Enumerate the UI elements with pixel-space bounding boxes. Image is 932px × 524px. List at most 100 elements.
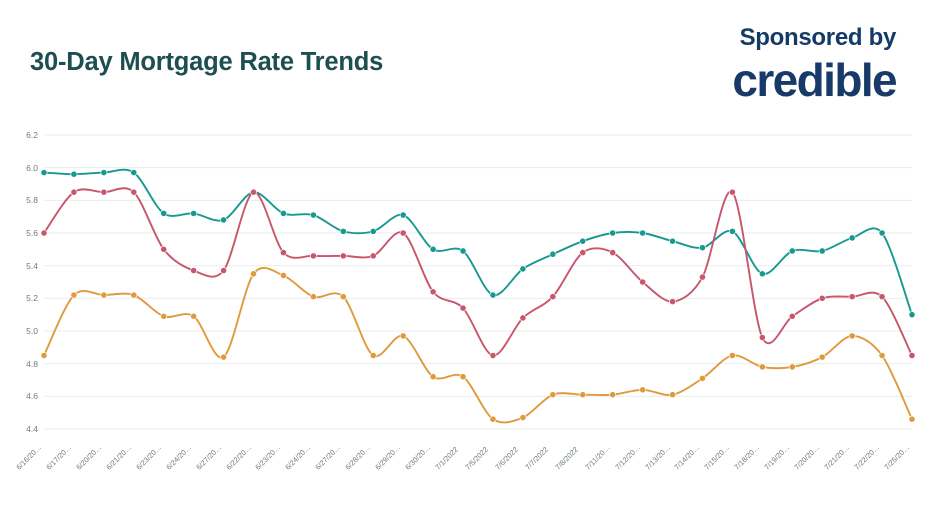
data-point[interactable] bbox=[489, 352, 497, 359]
data-point[interactable] bbox=[459, 304, 467, 312]
data-point[interactable] bbox=[669, 237, 676, 245]
data-point[interactable] bbox=[729, 227, 736, 235]
data-point[interactable] bbox=[70, 291, 78, 299]
data-point[interactable] bbox=[609, 391, 617, 399]
data-point[interactable] bbox=[70, 170, 78, 178]
data-point[interactable] bbox=[250, 270, 257, 278]
data-point[interactable] bbox=[100, 188, 108, 196]
data-point[interactable] bbox=[788, 363, 796, 371]
data-point[interactable] bbox=[130, 291, 138, 299]
data-point[interactable] bbox=[369, 352, 377, 359]
data-point[interactable] bbox=[160, 210, 168, 217]
data-point[interactable] bbox=[40, 229, 48, 237]
data-point[interactable] bbox=[878, 352, 886, 359]
data-point[interactable] bbox=[40, 352, 48, 359]
data-point[interactable] bbox=[878, 229, 886, 237]
data-point[interactable] bbox=[579, 391, 587, 399]
data-point[interactable] bbox=[160, 245, 168, 253]
data-point[interactable] bbox=[280, 210, 287, 217]
data-point[interactable] bbox=[609, 229, 617, 237]
data-point[interactable] bbox=[399, 229, 407, 237]
data-point[interactable] bbox=[309, 252, 317, 260]
data-point[interactable] bbox=[369, 252, 377, 260]
data-point[interactable] bbox=[878, 293, 886, 301]
data-point[interactable] bbox=[339, 227, 347, 235]
data-point[interactable] bbox=[848, 234, 856, 242]
data-point[interactable] bbox=[429, 245, 437, 253]
data-point[interactable] bbox=[788, 247, 796, 255]
data-point[interactable] bbox=[818, 353, 826, 361]
y-axis-tick-label: 5.8 bbox=[26, 195, 38, 206]
data-point[interactable] bbox=[699, 273, 706, 281]
series-line bbox=[43, 266, 913, 424]
data-point[interactable] bbox=[130, 169, 138, 176]
data-point[interactable] bbox=[190, 267, 198, 274]
data-point[interactable] bbox=[309, 293, 317, 301]
data-point[interactable] bbox=[818, 247, 826, 255]
data-point[interactable] bbox=[848, 332, 856, 340]
data-point[interactable] bbox=[758, 334, 766, 341]
x-axis-tick-label: 7/8/2022 bbox=[553, 445, 580, 472]
data-point[interactable] bbox=[549, 293, 557, 301]
data-point[interactable] bbox=[908, 311, 916, 319]
data-point[interactable] bbox=[908, 352, 916, 359]
data-point[interactable] bbox=[399, 332, 407, 340]
data-point[interactable] bbox=[639, 386, 647, 394]
credible-logo: credible bbox=[732, 54, 897, 106]
data-point[interactable] bbox=[519, 414, 527, 421]
data-point[interactable] bbox=[519, 314, 527, 322]
data-point[interactable] bbox=[489, 415, 497, 423]
data-point[interactable] bbox=[669, 391, 676, 399]
data-point[interactable] bbox=[280, 249, 287, 257]
data-point[interactable] bbox=[459, 247, 467, 255]
data-point[interactable] bbox=[729, 188, 736, 196]
data-point[interactable] bbox=[639, 278, 647, 286]
data-point[interactable] bbox=[399, 211, 407, 219]
data-point[interactable] bbox=[549, 391, 557, 399]
data-point[interactable] bbox=[70, 188, 78, 196]
x-axis-tick-label: 6/29/20… bbox=[373, 442, 403, 472]
data-point[interactable] bbox=[309, 211, 317, 219]
data-point[interactable] bbox=[339, 293, 347, 301]
data-point[interactable] bbox=[220, 353, 227, 361]
data-point[interactable] bbox=[699, 374, 706, 382]
data-point[interactable] bbox=[160, 312, 168, 320]
data-point[interactable] bbox=[669, 298, 676, 305]
data-point[interactable] bbox=[250, 188, 257, 196]
x-axis-tick-label: 6/22/20… bbox=[223, 442, 253, 472]
data-point[interactable] bbox=[699, 244, 706, 252]
data-point[interactable] bbox=[609, 249, 617, 257]
data-point[interactable] bbox=[429, 288, 437, 296]
x-axis-tick-label: 7/12/20… bbox=[612, 442, 642, 472]
data-point[interactable] bbox=[369, 227, 377, 235]
data-point[interactable] bbox=[429, 373, 437, 381]
data-point[interactable] bbox=[130, 188, 138, 196]
data-point[interactable] bbox=[579, 249, 587, 257]
data-point[interactable] bbox=[639, 229, 647, 237]
data-point[interactable] bbox=[220, 267, 227, 274]
data-point[interactable] bbox=[220, 216, 227, 224]
data-point[interactable] bbox=[579, 237, 587, 245]
data-point[interactable] bbox=[459, 373, 467, 381]
data-point[interactable] bbox=[40, 169, 48, 176]
data-point[interactable] bbox=[190, 312, 198, 320]
data-point[interactable] bbox=[908, 415, 916, 423]
data-point[interactable] bbox=[100, 169, 108, 176]
data-point[interactable] bbox=[729, 352, 736, 359]
data-point[interactable] bbox=[519, 265, 527, 273]
data-point[interactable] bbox=[339, 252, 347, 260]
data-point[interactable] bbox=[818, 294, 826, 302]
data-point[interactable] bbox=[758, 363, 766, 371]
data-point[interactable] bbox=[848, 293, 856, 301]
data-point[interactable] bbox=[549, 250, 557, 258]
data-point[interactable] bbox=[190, 210, 198, 217]
data-point[interactable] bbox=[788, 312, 796, 320]
x-axis-tick-label: 7/15/20… bbox=[702, 442, 732, 472]
data-point[interactable] bbox=[280, 272, 287, 279]
data-point[interactable] bbox=[100, 291, 108, 299]
series-line bbox=[43, 187, 913, 357]
x-axis-tick-label: 6/27/20… bbox=[193, 442, 223, 472]
x-axis-tick-label: 6/23/20… bbox=[134, 442, 164, 472]
data-point[interactable] bbox=[489, 291, 497, 299]
data-point[interactable] bbox=[758, 270, 766, 278]
